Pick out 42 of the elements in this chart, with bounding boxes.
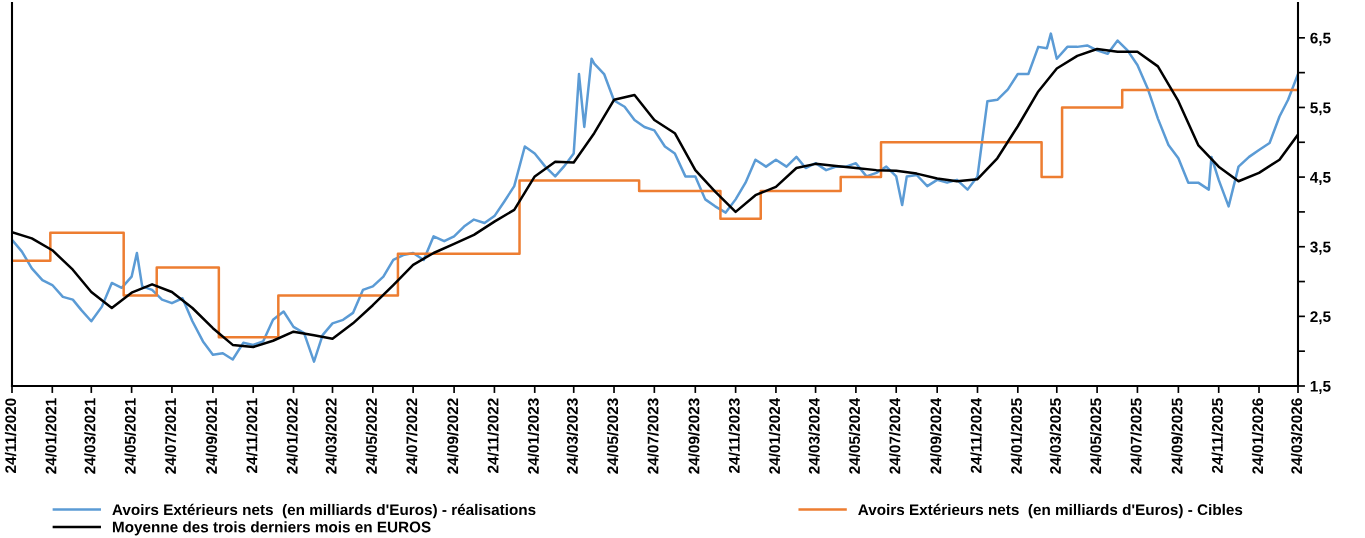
legend-label: Avoirs Extérieurs nets (en milliards d'Euros) - réalisations (112, 503, 536, 519)
x-tick-label: 24/03/2023 (566, 398, 578, 474)
x-tick-label: 24/03/2026 (1290, 398, 1303, 474)
x-tick-label: 24/01/2024 (768, 397, 781, 474)
x-tick-label: 24/07/2022 (406, 398, 418, 474)
x-tick-label: 24/05/2021 (124, 398, 136, 474)
x-tick-label: 24/09/2021 (205, 398, 218, 474)
x-tick-label: 24/03/2022 (325, 398, 337, 474)
x-tick-label: 24/09/2022 (446, 398, 459, 474)
x-tick-label: 24/05/2025 (1089, 398, 1102, 474)
x-tick-label: 24/05/2023 (606, 398, 619, 474)
x-tick-label: 24/07/2024 (889, 397, 901, 474)
x-tick-label: 24/01/2025 (1010, 398, 1023, 474)
x-tick-label: 24/03/2025 (1049, 398, 1062, 474)
legend-label: Avoirs Extérieurs nets (en milliards d'Euros) - Cibles (858, 503, 1243, 519)
x-tick-label: 24/07/2021 (164, 398, 177, 474)
x-tick-label: 24/03/2021 (84, 398, 96, 474)
x-tick-label: 24/11/2021 (246, 398, 258, 473)
x-tick-label: 24/01/2023 (527, 398, 539, 474)
y-tick-label: 3,5 (1310, 241, 1331, 255)
x-tick-label: 24/11/2023 (728, 398, 740, 473)
x-tick-label: 24/09/2024 (930, 397, 942, 474)
x-tick-label: 24/11/2025 (1211, 398, 1223, 473)
x-tick-label: 24/01/2021 (45, 398, 57, 474)
x-tick-label: 24/11/2020 (4, 398, 17, 473)
x-tick-label: 24/05/2024 (848, 397, 861, 474)
x-tick-label: 24/09/2025 (1171, 398, 1183, 474)
x-tick-label: 24/05/2022 (365, 398, 378, 474)
legend-label: Moyenne des trois derniers mois en EUROS (112, 521, 431, 536)
y-tick-label: 6,5 (1310, 32, 1331, 46)
x-tick-label: 24/07/2025 (1130, 398, 1142, 474)
x-tick-label: 24/09/2023 (688, 398, 700, 474)
y-tick-label: 5,5 (1310, 102, 1331, 116)
x-tick-label: 24/03/2024 (808, 397, 820, 474)
y-tick-label: 4,5 (1310, 172, 1331, 185)
x-tick-label: 24/07/2023 (647, 398, 659, 474)
x-tick-label: 24/01/2022 (286, 398, 298, 474)
x-tick-label: 24/11/2022 (487, 398, 499, 473)
x-tick-label: 24/01/2026 (1251, 398, 1264, 474)
y-tick-label: 1,5 (1310, 381, 1331, 394)
y-tick-label: 2,5 (1310, 311, 1331, 325)
x-tick-label: 24/11/2024 (970, 397, 982, 473)
